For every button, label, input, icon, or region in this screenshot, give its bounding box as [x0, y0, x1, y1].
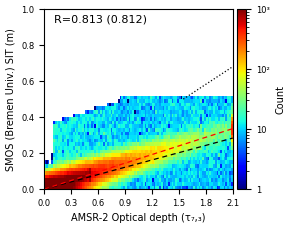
- Text: R=0.813 (0.812): R=0.813 (0.812): [54, 14, 146, 25]
- Y-axis label: SMOS (Bremen Univ.) SIT (m): SMOS (Bremen Univ.) SIT (m): [6, 28, 15, 171]
- Y-axis label: Count: Count: [275, 85, 285, 114]
- X-axis label: AMSR-2 Optical depth (τ₇,₃): AMSR-2 Optical depth (τ₇,₃): [71, 213, 206, 224]
